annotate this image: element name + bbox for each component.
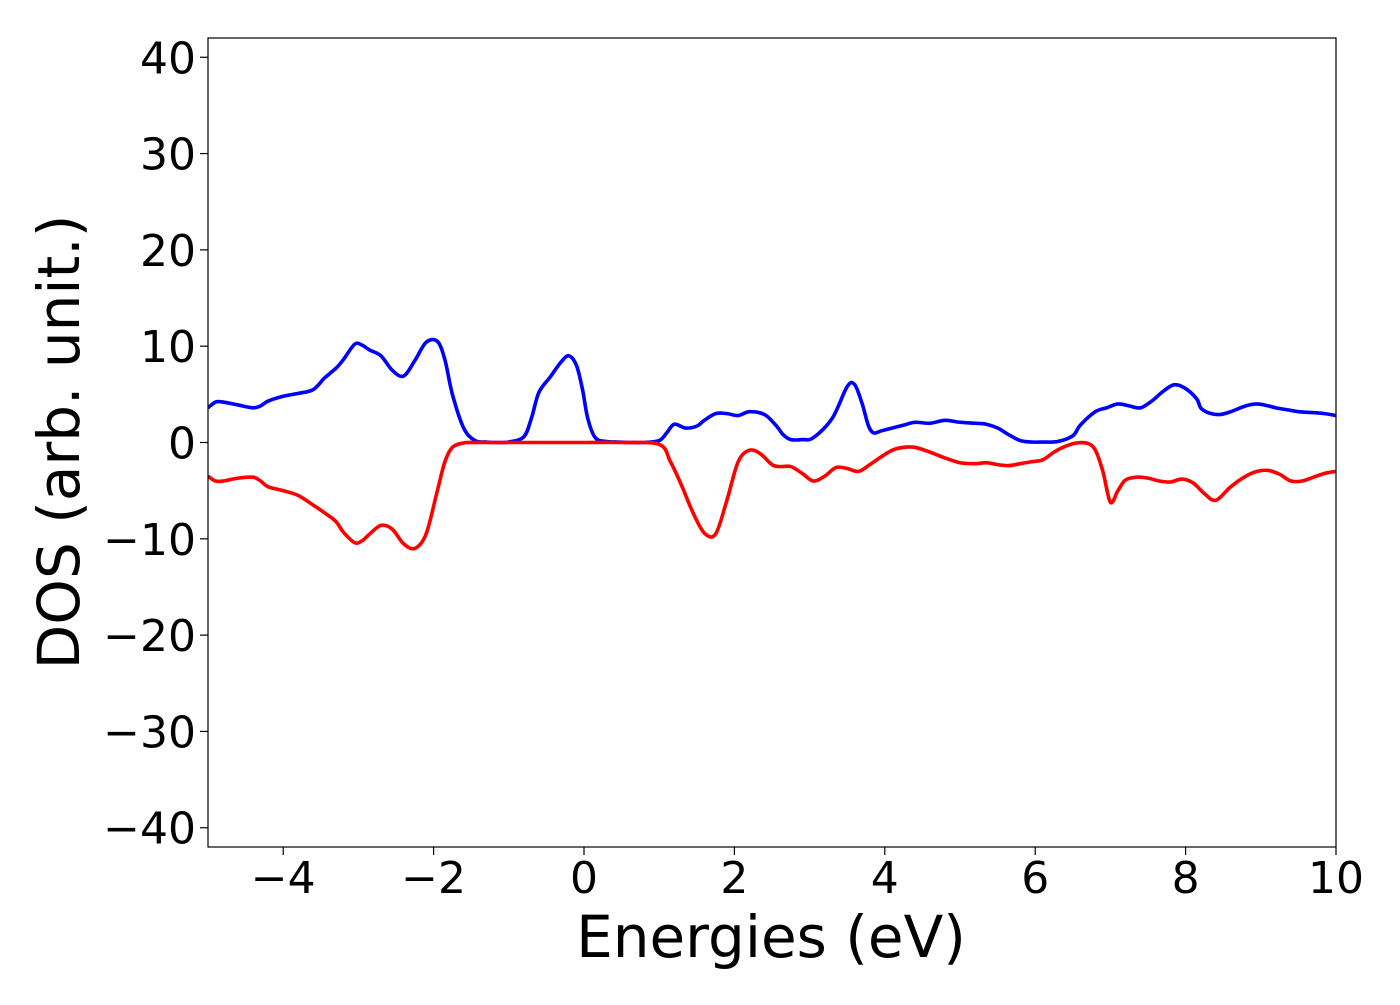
y-axis-ticks: −40 −30 −20 −10 0 10 20 30 40 bbox=[103, 33, 208, 855]
x-tick-label: 0 bbox=[570, 853, 598, 904]
series-line-spin-up bbox=[208, 337, 1336, 445]
y-tick-label: −20 bbox=[103, 611, 196, 662]
y-tick-label: −40 bbox=[103, 804, 196, 855]
plot-frame bbox=[207, 37, 1337, 848]
x-tick-label: 6 bbox=[1021, 853, 1049, 904]
y-tick-label: 10 bbox=[140, 322, 196, 373]
x-tick-label: 8 bbox=[1172, 853, 1200, 904]
x-tick-label: 2 bbox=[720, 853, 748, 904]
x-axis-ticks: −4 −2 0 2 4 6 8 10 bbox=[251, 847, 1364, 904]
series-line-spin-down bbox=[208, 440, 1336, 551]
x-tick-label: −2 bbox=[401, 853, 466, 904]
y-tick-label: 30 bbox=[140, 130, 196, 181]
x-axis-label: Energies (eV) bbox=[576, 903, 966, 971]
y-tick-label: 20 bbox=[140, 226, 196, 277]
y-axis-label: DOS (arb. unit.) bbox=[25, 215, 93, 670]
y-tick-label: 40 bbox=[140, 33, 196, 84]
y-tick-label: −30 bbox=[103, 707, 196, 758]
y-tick-label: −10 bbox=[103, 515, 196, 566]
series-layer bbox=[208, 337, 1336, 551]
x-tick-label: 4 bbox=[871, 853, 899, 904]
x-tick-label: −4 bbox=[251, 853, 316, 904]
y-tick-label: 0 bbox=[168, 419, 196, 470]
x-tick-label: 10 bbox=[1308, 853, 1364, 904]
